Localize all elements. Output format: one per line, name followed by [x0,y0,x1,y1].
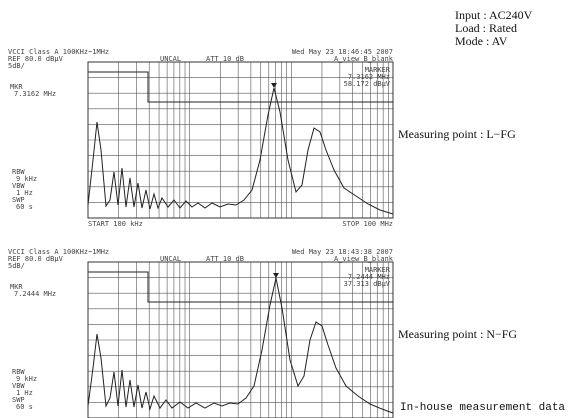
label: UNCAL [160,55,181,63]
label: 7.2444 MHz [14,290,56,298]
label: 7.3162 MHz [348,73,390,81]
label: SWP [12,196,25,204]
label: 5dB/ [8,262,25,270]
label: 5dB/ [8,62,25,70]
spectrum-trace [87,87,394,215]
label: SWP [12,396,25,404]
graticule-frame [87,61,394,219]
label: UNCAL [160,255,181,263]
footer-note: In-house measurement data [400,402,565,414]
label: 1 Hz [16,389,33,397]
label: 37.313 dBμV [344,280,391,288]
label: MKR [10,83,23,91]
label: 1 Hz [16,189,33,197]
label: VBW [12,382,25,390]
measuring-point: Measuring point : N−FG [398,327,517,341]
condition: Input : AC240V [455,8,533,22]
label: MARKER [365,66,391,74]
label: 60 s [16,403,33,411]
label: 60 s [16,203,33,211]
label: RBW [12,168,25,176]
label: START 100 kHz [88,220,143,228]
label: 7.2444 MHz [348,273,390,281]
label: VCCI Class A 100KHz~1MHz [8,48,109,56]
label: 7.3162 MHz [14,90,56,98]
marker [271,83,277,88]
label: REF 80.0 dBμV [8,255,64,263]
label: ATT 10 dB [206,55,244,63]
label: 9 kHz [16,175,37,183]
label: 58.172 dBμV [344,80,391,88]
label: Wed May 23 18:43:38 2007 [292,248,393,256]
label: 9 kHz [16,375,37,383]
label: MARKER [365,266,391,274]
label: VCCI Class A 100KHz~1MHz [8,248,109,256]
label: RBW [12,368,25,376]
label: ATT 10 dB [206,255,244,263]
spectrum-trace [87,277,394,414]
measuring-point: Measuring point : L−FG [398,127,516,141]
label: A_view B_blank [334,255,394,263]
graticule-frame [87,261,394,418]
condition: Mode : AV [455,34,508,48]
label: A_view B_blank [334,55,394,63]
label: Wed May 23 18:46:45 2007 [292,48,393,56]
label: MKR [10,283,23,291]
label: REF 80.0 dBμV [8,55,64,63]
marker [273,273,279,278]
condition: Load : Rated [455,21,517,35]
label: STOP 100 MHz [342,220,393,228]
label: VBW [12,182,25,190]
